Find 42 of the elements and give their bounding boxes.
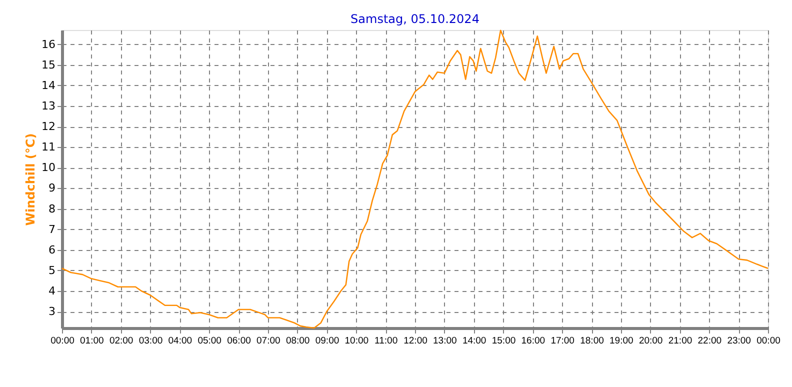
y-tick-label: 11 xyxy=(42,140,56,154)
y-tick-label: 9 xyxy=(48,182,56,195)
y-tick-label: 12 xyxy=(42,120,56,134)
y-tick-label: 15 xyxy=(42,58,56,72)
x-tick-label: 10:00 xyxy=(344,336,369,346)
x-tick-label: 20:00 xyxy=(638,336,663,346)
x-tick-label: 04:00 xyxy=(168,336,192,346)
x-tick-label: 01:00 xyxy=(80,336,104,346)
y-tick-label: 4 xyxy=(48,284,56,298)
x-tick-label: 14:00 xyxy=(462,336,486,346)
x-tick-label: 19:00 xyxy=(610,336,634,346)
y-tick-label: 8 xyxy=(48,202,56,216)
x-tick-label: 05:00 xyxy=(198,336,222,346)
y-tick-label: 5 xyxy=(48,264,56,277)
x-tick-label: 03:00 xyxy=(138,336,163,346)
x-tick-label: 16:00 xyxy=(521,336,546,346)
y-tick-label: 7 xyxy=(48,222,56,236)
x-tick-label: 00:00 xyxy=(756,336,780,346)
line-series xyxy=(61,30,769,329)
x-tick-label: 18:00 xyxy=(580,336,604,346)
x-tick-label: 09:00 xyxy=(315,336,340,346)
x-tick-label: 07:00 xyxy=(256,336,280,346)
y-tick-label: 10 xyxy=(42,161,56,174)
y-tick-label: 13 xyxy=(42,100,56,113)
x-tick-label: 17:00 xyxy=(550,336,574,346)
x-tick-label: 21:00 xyxy=(668,336,692,346)
chart-title: Samstag, 05.10.2024 xyxy=(350,12,480,26)
y-tick-label: 14 xyxy=(42,78,56,92)
x-tick-label: 15:00 xyxy=(492,336,516,346)
x-tick-label: 00:00 xyxy=(50,336,74,346)
y-tick-label: 3 xyxy=(48,305,56,318)
x-tick-label: 02:00 xyxy=(109,336,134,346)
x-tick-label: 08:00 xyxy=(286,336,310,346)
y-axis-title: Windchill (°C) xyxy=(24,133,38,226)
x-tick-label: 23:00 xyxy=(727,336,751,346)
x-tick-label: 12:00 xyxy=(404,336,428,346)
y-tick-label: 16 xyxy=(42,38,56,51)
x-tick-label: 22:00 xyxy=(698,336,722,346)
x-tick-label: 11:00 xyxy=(374,336,398,346)
x-tick-label: 06:00 xyxy=(227,336,251,346)
x-tick-label: 13:00 xyxy=(433,336,457,346)
y-tick-label: 6 xyxy=(48,243,56,256)
